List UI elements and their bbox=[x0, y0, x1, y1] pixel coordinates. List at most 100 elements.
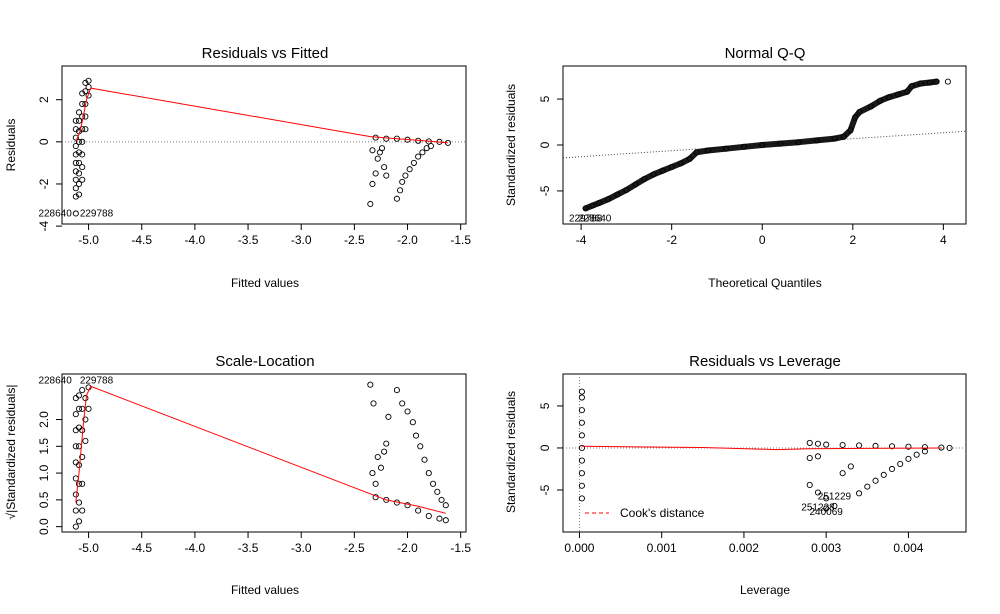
plot-frame-rvl bbox=[562, 373, 967, 533]
data-point bbox=[578, 419, 585, 426]
data-point bbox=[82, 416, 89, 423]
smoother-line bbox=[75, 385, 446, 514]
data-point bbox=[374, 155, 381, 162]
data-point bbox=[75, 159, 83, 166]
data-point bbox=[839, 470, 846, 477]
y-tick-label: 2 bbox=[37, 96, 51, 103]
data-point bbox=[377, 464, 384, 471]
data-point bbox=[82, 88, 89, 95]
data-point bbox=[823, 441, 830, 448]
data-point bbox=[75, 117, 83, 124]
point-annotation: 229788 bbox=[569, 213, 603, 224]
data-point bbox=[406, 166, 413, 173]
data-point bbox=[806, 439, 813, 446]
data-point bbox=[806, 454, 813, 462]
data-point bbox=[75, 191, 83, 198]
data-point bbox=[578, 495, 585, 502]
data-point bbox=[75, 170, 83, 177]
data-point bbox=[381, 164, 388, 171]
data-point bbox=[369, 147, 376, 154]
panel-scale-location: Scale-Location Fitted values √|Standardi… bbox=[4, 353, 471, 597]
data-point bbox=[79, 113, 86, 120]
data-point bbox=[372, 170, 379, 177]
legend-cooks-label: Cook's distance bbox=[620, 506, 705, 520]
ylabel-rvl: Standardized residuals bbox=[504, 391, 518, 513]
data-point bbox=[921, 444, 928, 451]
data-point bbox=[442, 517, 449, 524]
data-point bbox=[75, 480, 83, 487]
data-point bbox=[578, 444, 585, 452]
data-point bbox=[79, 480, 86, 487]
data-point bbox=[82, 395, 89, 402]
smoother-line bbox=[581, 445, 942, 451]
data-point bbox=[410, 159, 417, 166]
x-tick-label: -2.5 bbox=[344, 233, 365, 247]
data-point bbox=[831, 502, 838, 509]
x-tick-label: -5.0 bbox=[78, 233, 99, 247]
y-tick-label: 1.0 bbox=[37, 464, 51, 481]
data-point bbox=[72, 210, 79, 217]
data-point bbox=[913, 451, 920, 458]
y-tick-label: 5 bbox=[538, 95, 552, 102]
data-point bbox=[85, 77, 92, 84]
x-tick-label: -4.0 bbox=[185, 233, 206, 247]
data-point bbox=[897, 460, 904, 467]
data-point bbox=[888, 465, 896, 473]
data-point bbox=[944, 78, 951, 85]
data-point bbox=[814, 440, 822, 447]
y-tick-label: 0.0 bbox=[37, 518, 51, 535]
data-point bbox=[369, 180, 376, 188]
x-tick-label: 4 bbox=[940, 233, 947, 247]
xlabel-qq: Theoretical Quantiles bbox=[708, 276, 821, 290]
data-point bbox=[429, 480, 437, 487]
data-point bbox=[436, 515, 443, 522]
data-point bbox=[578, 432, 585, 439]
data-point bbox=[85, 405, 92, 412]
data-point bbox=[72, 134, 79, 141]
x-tick-label: -1.5 bbox=[450, 233, 471, 247]
data-point bbox=[578, 470, 585, 477]
data-point bbox=[79, 164, 86, 171]
data-point bbox=[415, 153, 422, 160]
data-point bbox=[425, 470, 432, 477]
smoother-line bbox=[75, 87, 448, 144]
data-point bbox=[79, 405, 86, 412]
data-point bbox=[417, 443, 424, 450]
data-point bbox=[438, 496, 445, 503]
x-tick-label: 0.004 bbox=[893, 541, 923, 555]
data-point bbox=[82, 437, 89, 444]
data-point bbox=[921, 448, 928, 455]
data-point bbox=[79, 151, 86, 158]
x-tick-label: 0.003 bbox=[811, 541, 841, 555]
data-point bbox=[578, 457, 585, 464]
y-tick-label: -5 bbox=[538, 484, 552, 495]
data-point bbox=[79, 387, 86, 394]
data-point bbox=[369, 470, 376, 477]
data-point bbox=[421, 456, 428, 463]
x-tick-label: -2.0 bbox=[397, 541, 418, 555]
data-point bbox=[372, 480, 379, 487]
data-point bbox=[79, 453, 86, 461]
data-point bbox=[79, 176, 86, 183]
point-annotation: 240069 bbox=[809, 507, 843, 518]
x-tick-label: -3.0 bbox=[291, 541, 312, 555]
point-annotation: 251229 bbox=[818, 492, 852, 503]
data-point bbox=[578, 388, 585, 395]
data-point bbox=[378, 145, 386, 152]
data-point bbox=[75, 392, 83, 399]
data-point bbox=[82, 126, 89, 133]
y-tick-label: 0.5 bbox=[37, 491, 51, 508]
data-point bbox=[383, 440, 390, 447]
panel-residuals-vs-fitted: Residuals vs Fitted Fitted values Residu… bbox=[4, 45, 471, 290]
panel-residuals-vs-leverage: Residuals vs Leverage Leverage Standardi… bbox=[504, 353, 967, 597]
data-point bbox=[880, 471, 887, 478]
y-tick-label: -2 bbox=[37, 178, 51, 189]
y-tick-label: 0 bbox=[538, 141, 552, 148]
x-tick-label: -5.0 bbox=[78, 541, 99, 555]
data-point bbox=[72, 176, 79, 183]
data-point bbox=[412, 432, 420, 439]
title-rvl: Residuals vs Leverage bbox=[689, 353, 841, 370]
qq-point-band bbox=[582, 78, 940, 212]
xlabel-rvl: Leverage bbox=[740, 583, 790, 597]
